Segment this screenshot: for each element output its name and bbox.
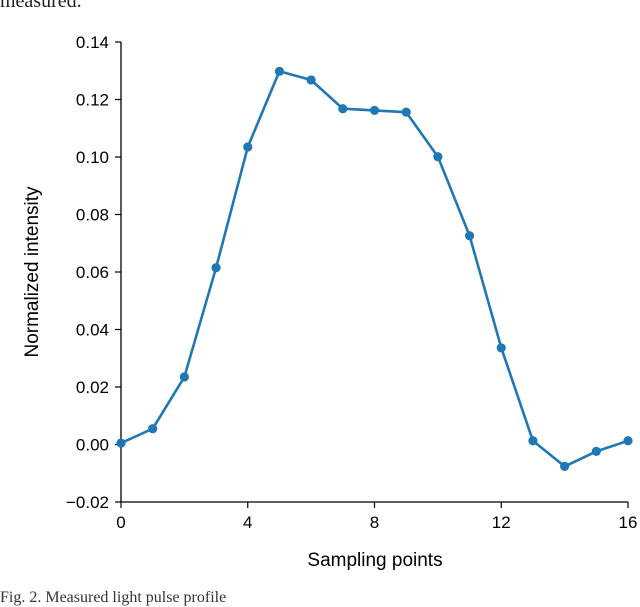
figure-caption-fragment: Fig. 2. Measured light pulse profile — [0, 589, 227, 606]
y-tick-label: 0.08 — [76, 206, 109, 225]
data-point — [243, 142, 253, 152]
data-point — [148, 424, 158, 434]
data-point — [560, 461, 570, 471]
y-tick-label: 0.00 — [76, 436, 109, 455]
x-tick-label: 12 — [492, 513, 511, 532]
data-point — [211, 263, 221, 273]
x-tick-label: 16 — [619, 513, 638, 532]
data-point — [401, 107, 411, 117]
data-point — [464, 231, 475, 241]
y-tick-label: 0.04 — [76, 321, 109, 340]
data-point — [528, 436, 538, 446]
data-point — [433, 152, 443, 162]
y-axis: −0.02 0.00 0.02 0.04 0.06 0.08 0.10 0.12 0.14 — [66, 33, 121, 512]
series-line — [120, 70, 629, 468]
series-layer — [116, 66, 633, 471]
data-point — [274, 66, 285, 76]
y-tick-label: 0.02 — [76, 378, 109, 397]
data-point — [179, 372, 189, 382]
y-tick-label: 0.14 — [76, 33, 109, 52]
data-point — [116, 438, 126, 448]
top-text-fragment: measured. — [0, 0, 82, 12]
x-tick-label: 4 — [243, 513, 252, 532]
y-tick-label: 0.10 — [76, 148, 109, 167]
data-point — [306, 75, 316, 85]
data-point — [496, 343, 506, 353]
y-tick-label: −0.02 — [66, 493, 109, 512]
y-tick-label: 0.06 — [76, 263, 109, 282]
data-point — [591, 446, 601, 456]
y-axis-label: Normalized intensity — [22, 186, 43, 358]
y-tick-label: 0.12 — [76, 91, 109, 110]
x-axis: 0 4 8 12 16 — [116, 502, 637, 532]
x-tick-label: 8 — [370, 513, 379, 532]
x-axis-label: Sampling points — [307, 550, 442, 571]
x-tick-label: 0 — [116, 513, 125, 532]
data-point — [623, 436, 633, 446]
data-point — [369, 105, 380, 116]
data-point — [338, 104, 348, 114]
